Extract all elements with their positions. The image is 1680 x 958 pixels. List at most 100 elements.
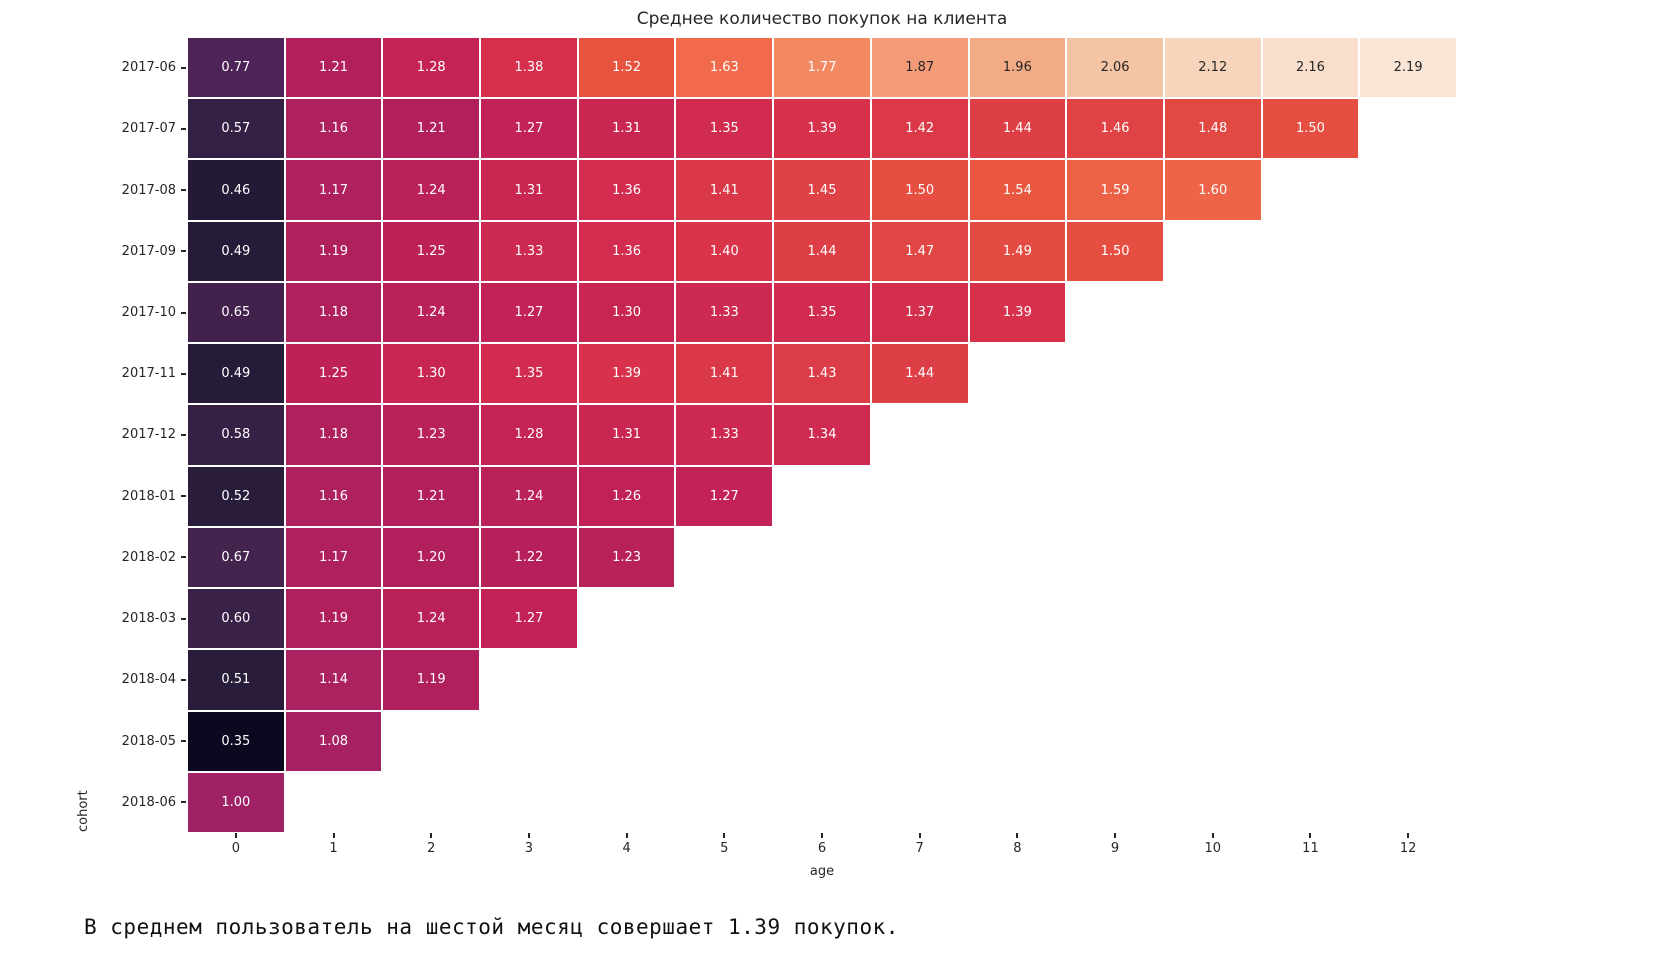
heatmap-cell-empty bbox=[383, 773, 479, 832]
x-axis-ticks: 0 1 2 3 4 5 6 7 8 9 10 11 12 bbox=[188, 833, 1456, 856]
y-tick-row: 2018-01 bbox=[66, 467, 186, 526]
heatmap-cell-empty bbox=[1067, 467, 1163, 526]
heatmap-cell: 1.22 bbox=[481, 527, 577, 588]
heatmap-cell: 1.54 bbox=[969, 160, 1066, 220]
heatmap-cell-empty bbox=[970, 650, 1066, 709]
y-tick-label: 2018-03 bbox=[121, 611, 176, 627]
heatmap-cell-empty bbox=[1165, 283, 1261, 342]
heatmap-cell: 1.46 bbox=[1067, 99, 1163, 159]
x-tick-mark bbox=[1016, 833, 1019, 838]
heatmap-cell: 1.27 bbox=[676, 466, 773, 526]
heatmap-cell: 1.31 bbox=[578, 405, 675, 465]
y-tick-label: 2018-01 bbox=[121, 488, 176, 504]
y-tick-label: 2017-10 bbox=[121, 305, 176, 321]
heatmap-cell: 1.25 bbox=[383, 221, 480, 281]
y-tick-row: 2017-08 bbox=[66, 160, 186, 219]
x-tick-col: 2 bbox=[383, 833, 479, 856]
y-tick-label: 2018-02 bbox=[121, 549, 176, 565]
heatmap-cell: 1.50 bbox=[1262, 99, 1359, 159]
heatmap-cell: 1.42 bbox=[871, 99, 968, 159]
heatmap-cell: 1.14 bbox=[285, 650, 382, 710]
heatmap-grid: 0.77 1.21 1.28 1.38 1.52 1.63 1.77 1.87 1.96 2.06… bbox=[188, 38, 1456, 832]
heatmap-cell: 1.08 bbox=[285, 711, 382, 771]
heatmap-cell-empty bbox=[579, 773, 675, 832]
heatmap-cell: 1.27 bbox=[481, 282, 577, 343]
x-tick-mark bbox=[1211, 833, 1214, 838]
x-tick-mark bbox=[820, 833, 823, 838]
heatmap-cell: 1.27 bbox=[481, 589, 577, 649]
y-tick-mark bbox=[181, 678, 186, 681]
heatmap-cell: 0.51 bbox=[188, 650, 284, 710]
heatmap-cell-empty bbox=[1067, 773, 1163, 832]
x-tick-mark bbox=[430, 833, 433, 838]
heatmap-cell-empty bbox=[1067, 283, 1163, 342]
heatmap-cell: 1.44 bbox=[871, 344, 968, 404]
x-tick-label: 10 bbox=[1204, 841, 1222, 856]
heatmap-cell: 1.21 bbox=[383, 466, 480, 526]
x-tick-label: 9 bbox=[1110, 841, 1120, 856]
heatmap-cell: 1.26 bbox=[578, 466, 675, 526]
heatmap-cell: 1.31 bbox=[481, 160, 577, 220]
x-tick-mark bbox=[723, 833, 726, 838]
y-tick-row: 2017-10 bbox=[66, 283, 186, 342]
heatmap-cell-empty bbox=[1165, 650, 1261, 709]
heatmap-cell: 1.17 bbox=[285, 160, 382, 220]
heatmap-cell: 1.60 bbox=[1164, 160, 1261, 220]
y-tick-mark bbox=[181, 311, 186, 314]
x-tick-label: 6 bbox=[817, 841, 827, 856]
y-tick-label: 2017-09 bbox=[121, 243, 176, 259]
y-tick-mark bbox=[181, 556, 186, 559]
x-tick-col: 9 bbox=[1067, 833, 1163, 856]
y-tick-row: 2018-02 bbox=[66, 528, 186, 587]
heatmap-cell-empty bbox=[970, 773, 1066, 832]
x-tick-mark bbox=[1309, 833, 1312, 838]
heatmap-cell-empty bbox=[1263, 712, 1359, 771]
heatmap-cell: 0.60 bbox=[188, 589, 284, 649]
heatmap-cell: 1.35 bbox=[676, 99, 773, 159]
heatmap-cell: 1.24 bbox=[481, 466, 577, 526]
heatmap-cell-empty bbox=[1360, 405, 1456, 464]
heatmap-cell-empty bbox=[1360, 589, 1456, 648]
heatmap-cell: 1.50 bbox=[871, 160, 968, 220]
heatmap-cell-empty bbox=[1263, 773, 1359, 832]
heatmap-cell: 1.27 bbox=[481, 99, 577, 159]
heatmap-cell-empty bbox=[970, 528, 1066, 587]
y-tick-row: 2018-04 bbox=[66, 650, 186, 709]
x-tick-col: 4 bbox=[579, 833, 675, 856]
y-tick-row: 2017-11 bbox=[66, 344, 186, 403]
x-tick-col: 3 bbox=[481, 833, 577, 856]
heatmap-cell-empty bbox=[1165, 467, 1261, 526]
heatmap-cell: 1.38 bbox=[481, 38, 577, 98]
heatmap-cell-empty bbox=[970, 405, 1066, 464]
heatmap-cell: 1.00 bbox=[188, 772, 284, 832]
heatmap-cell: 1.24 bbox=[383, 589, 480, 649]
heatmap-cell: 1.48 bbox=[1164, 99, 1261, 159]
y-tick-label: 2017-12 bbox=[121, 427, 176, 443]
heatmap-cell: 1.96 bbox=[969, 38, 1066, 98]
heatmap-cell-empty bbox=[872, 773, 968, 832]
heatmap-cell-empty bbox=[1263, 467, 1359, 526]
heatmap-cell: 1.18 bbox=[285, 282, 382, 343]
heatmap-cell: 0.57 bbox=[188, 99, 284, 159]
heatmap-cell-empty bbox=[1263, 589, 1359, 648]
x-tick-col: 7 bbox=[872, 833, 968, 856]
heatmap-cell: 1.44 bbox=[774, 221, 870, 281]
heatmap-cell: 1.21 bbox=[285, 38, 382, 98]
heatmap-cell: 1.16 bbox=[285, 99, 382, 159]
x-tick-label: 12 bbox=[1399, 841, 1417, 856]
heatmap-cell: 1.59 bbox=[1067, 160, 1163, 220]
x-tick-label: 4 bbox=[622, 841, 631, 856]
heatmap-cell-empty bbox=[676, 528, 772, 587]
x-tick-label: 0 bbox=[231, 841, 240, 856]
heatmap-cell-empty bbox=[970, 467, 1066, 526]
heatmap-cell: 0.77 bbox=[188, 38, 284, 98]
heatmap-cell: 2.06 bbox=[1067, 38, 1163, 98]
heatmap-cell: 0.49 bbox=[188, 344, 284, 404]
heatmap-cell: 0.67 bbox=[188, 527, 284, 588]
heatmap-cell: 1.31 bbox=[578, 99, 675, 159]
x-axis-label: age bbox=[809, 864, 835, 879]
y-tick-mark bbox=[181, 66, 186, 69]
y-tick-mark bbox=[181, 372, 186, 375]
heatmap-cell-empty bbox=[970, 344, 1066, 403]
